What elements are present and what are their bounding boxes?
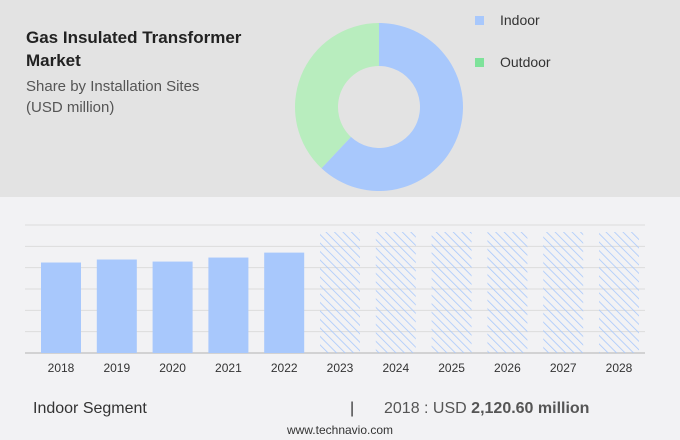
donut-slice-outdoor bbox=[295, 22, 379, 169]
x-tick-label: 2019 bbox=[103, 361, 130, 375]
x-tick-label: 2021 bbox=[215, 361, 242, 375]
chart-subtitle: Share by Installation Sites (USD million… bbox=[26, 78, 200, 116]
bar-2018 bbox=[41, 262, 81, 353]
source-url: www.technavio.com bbox=[286, 423, 394, 437]
year-label: 2018 : USD bbox=[384, 400, 467, 417]
segment-label: Indoor Segment bbox=[33, 400, 147, 417]
forecast-bar-2028 bbox=[599, 232, 639, 353]
x-tick-label: 2020 bbox=[159, 361, 186, 375]
forecast-bar-2027 bbox=[543, 232, 584, 353]
x-tick-label: 2028 bbox=[606, 361, 633, 375]
forecast-bar-2024 bbox=[375, 232, 416, 353]
x-tick-label: 2027 bbox=[550, 361, 577, 375]
bar-2019 bbox=[96, 259, 137, 353]
donut-slice-indoor bbox=[321, 23, 464, 191]
x-tick-label: 2024 bbox=[382, 361, 409, 375]
bar-2020 bbox=[152, 261, 193, 353]
chart-title: Gas Insulated Transformer Market bbox=[26, 28, 242, 70]
forecast-bar-2026 bbox=[487, 232, 528, 353]
x-tick-label: 2022 bbox=[271, 361, 298, 375]
x-tick-label: 2018 bbox=[48, 361, 75, 375]
legend-outdoor: Outdoor bbox=[475, 54, 551, 70]
forecast-bar-2025 bbox=[431, 232, 472, 353]
bar-2022 bbox=[264, 252, 305, 353]
x-tick-label: 2025 bbox=[438, 361, 465, 375]
forecast-bar-2023 bbox=[320, 232, 360, 353]
legend-label: Indoor bbox=[500, 12, 540, 28]
x-tick-label: 2026 bbox=[494, 361, 521, 375]
legend-indoor: Indoor bbox=[475, 12, 540, 28]
x-tick-label: 2023 bbox=[327, 361, 354, 375]
legend-swatch bbox=[475, 16, 484, 25]
bar-2021 bbox=[208, 257, 249, 353]
separator: | bbox=[350, 400, 355, 417]
legend-label: Outdoor bbox=[500, 54, 551, 70]
legend-swatch bbox=[475, 58, 484, 67]
segment-value: 2,120.60 million bbox=[471, 400, 590, 417]
